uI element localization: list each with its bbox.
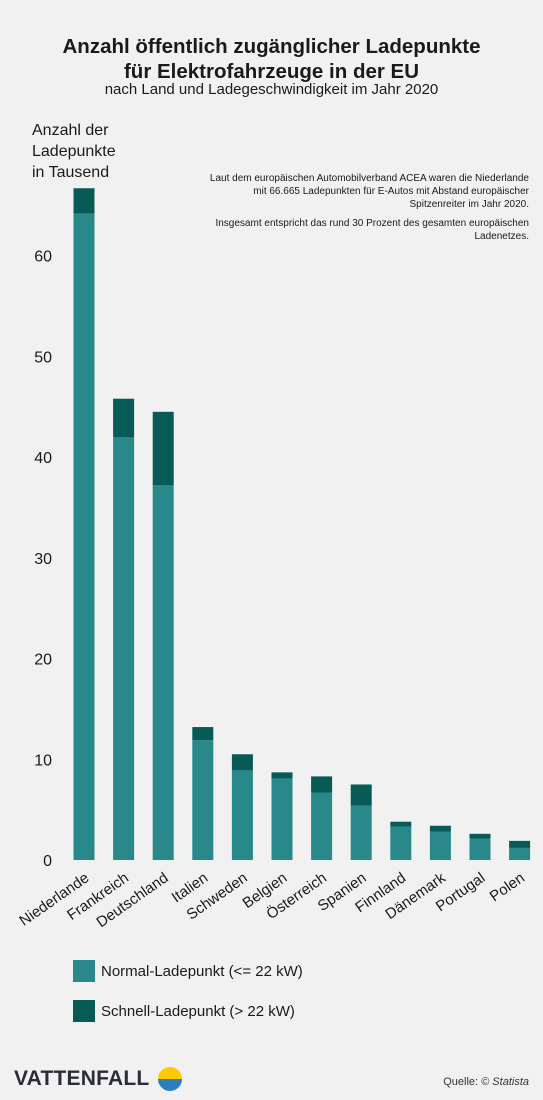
vattenfall-sun-icon: [158, 1067, 183, 1091]
bar-fast-frankreich: [113, 398, 135, 437]
source-value: © Statista: [481, 1076, 529, 1088]
bar-fast-finnland: [390, 821, 412, 827]
legend-swatch-fast: [73, 1000, 95, 1022]
legend-item-normal: Normal-Ladepunkt (<= 22 kW): [73, 960, 303, 982]
bar-normal-schweden: [231, 770, 253, 860]
bar-normal-niederlande: [73, 213, 95, 860]
bar-fast-italien: [192, 727, 214, 741]
legend: Normal-Ladepunkt (<= 22 kW) Schnell-Lade…: [73, 960, 303, 1040]
bar-normal-österreich: [311, 792, 333, 860]
bar-fast-dänemark: [429, 825, 451, 832]
bar-fast-polen: [509, 840, 531, 848]
chart-title-line-2: für Elektrofahrzeuge in der EU: [123, 60, 420, 83]
bar-normal-finnland: [390, 826, 412, 860]
bar-normal-belgien: [271, 778, 293, 860]
legend-label-normal: Normal-Ladepunkt (<= 22 kW): [101, 962, 303, 980]
bar-normal-dänemark: [429, 831, 451, 860]
y-axis-label-line-3: in Tausend: [32, 164, 110, 181]
bar-fast-österreich: [311, 776, 333, 793]
legend-label-fast: Schnell-Ladepunkt (> 22 kW): [101, 1002, 295, 1020]
y-tick-label-30: 30: [34, 551, 52, 568]
y-tick-label-10: 10: [34, 752, 52, 769]
y-axis-label: Anzahl der Ladepunkte in Tausend: [32, 120, 116, 183]
legend-swatch-normal: [73, 960, 95, 982]
y-tick-label-60: 60: [34, 249, 52, 266]
annotation-paragraph-1: Laut dem europäischen Automobilverband A…: [209, 173, 529, 210]
x-tick-label-polen: Polen: [487, 869, 528, 905]
chart-title: Anzahl öffentlich zugänglicher Ladepunkt…: [0, 34, 543, 84]
source-label: Quelle:: [443, 1076, 482, 1088]
brand-wordmark: VATTENFALL: [14, 1067, 150, 1090]
stacked-bar-chart: 0102030405060NiederlandeFrankreichDeutsc…: [16, 188, 531, 931]
chart-subtitle: nach Land und Ladegeschwindigkeit im Jah…: [104, 81, 439, 98]
bar-fast-portugal: [469, 833, 491, 839]
y-axis-label-line-1: Anzahl der: [32, 122, 109, 139]
y-tick-label-20: 20: [34, 652, 52, 669]
bar-normal-polen: [509, 847, 531, 860]
y-tick-label-0: 0: [43, 853, 52, 870]
chart-title-line-1: Anzahl öffentlich zugänglicher Ladepunkt…: [62, 35, 481, 58]
annotation-note: Laut dem europäischen Automobilverband A…: [199, 172, 529, 249]
bar-normal-portugal: [469, 838, 491, 860]
bar-normal-italien: [192, 740, 214, 860]
y-axis-label-line-2: Ladepunkte: [32, 143, 116, 160]
bar-fast-belgien: [271, 772, 293, 779]
bar-fast-deutschland: [152, 411, 174, 486]
bar-normal-frankreich: [113, 437, 135, 860]
legend-item-fast: Schnell-Ladepunkt (> 22 kW): [73, 1000, 303, 1022]
y-tick-label-50: 50: [34, 349, 52, 366]
bar-normal-spanien: [350, 805, 372, 860]
bar-fast-spanien: [350, 784, 372, 806]
annotation-paragraph-2: Insgesamt entspricht das rund 30 Prozent…: [215, 218, 529, 242]
source-credit: Quelle: © Statista: [443, 1076, 529, 1088]
bar-fast-schweden: [231, 754, 253, 771]
bar-normal-deutschland: [152, 485, 174, 860]
y-tick-label-40: 40: [34, 450, 52, 467]
vattenfall-logo: VATTENFALL: [14, 1066, 183, 1092]
bar-fast-niederlande: [73, 188, 95, 214]
